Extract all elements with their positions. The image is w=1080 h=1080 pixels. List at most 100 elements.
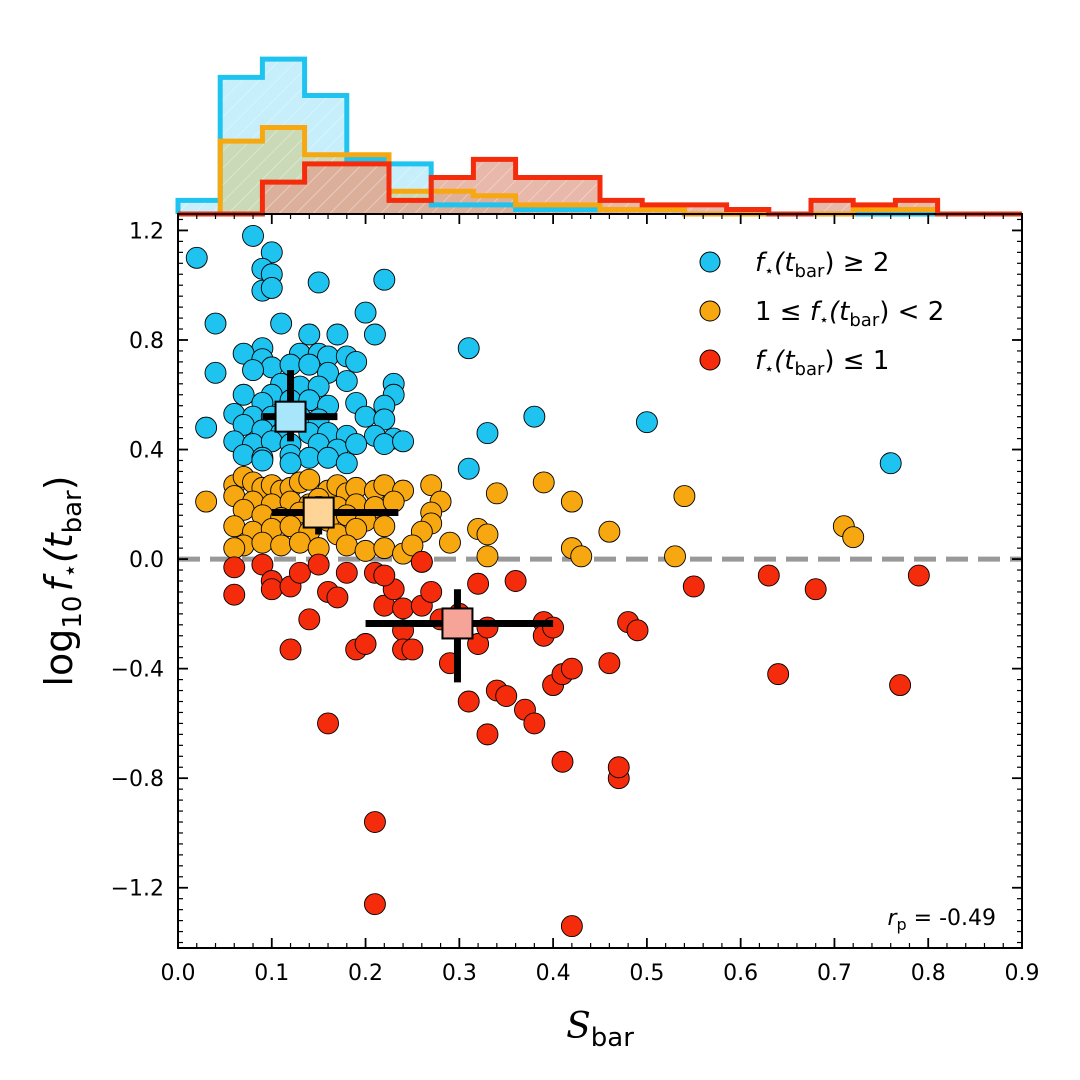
data-point-low — [279, 638, 302, 661]
histogram-outline-mid — [178, 124, 1022, 217]
data-point-low — [251, 553, 274, 576]
data-point-low — [401, 638, 424, 661]
histogram-panel — [175, 56, 1022, 217]
legend-marker-mid — [699, 300, 721, 322]
x-tick-label: 0.8 — [911, 961, 946, 986]
data-point-high — [879, 452, 902, 475]
data-point-high — [457, 337, 480, 360]
data-point-low — [560, 915, 583, 938]
data-point-low — [354, 633, 377, 655]
data-point-high — [317, 446, 339, 469]
y-tick-label: −1.2 — [111, 877, 164, 902]
data-point-mid — [373, 515, 396, 538]
data-point-high — [232, 444, 255, 466]
data-point-low — [495, 685, 518, 707]
data-point-low — [598, 652, 621, 675]
data-point-low — [626, 619, 649, 642]
data-point-mid — [335, 534, 358, 557]
y-tick-label: 1.2 — [129, 219, 164, 244]
data-point-low — [298, 608, 321, 631]
legend: f⋆(tbar) ≥ 2 1 ≤ f⋆(tbar) < 2 f⋆(tbar) ≤… — [699, 248, 944, 380]
data-point-low — [326, 586, 349, 609]
y-tick-label: −0.4 — [111, 658, 164, 683]
x-tick-label: 0.3 — [442, 961, 477, 986]
data-point-high — [635, 411, 658, 434]
y-axis-label-star: ⋆ — [56, 563, 84, 578]
legend-marker-high — [699, 251, 721, 273]
data-point-high — [185, 246, 208, 269]
data-point-low — [907, 564, 930, 587]
data-point-high — [307, 271, 330, 294]
data-point-low — [551, 750, 574, 773]
scatter-points — [185, 224, 930, 938]
data-point-low — [560, 657, 583, 680]
data-point-low — [288, 561, 311, 584]
y-axis-label: log10f⋆(tbar) — [37, 475, 88, 686]
x-axis-label: Sbar — [566, 1006, 634, 1053]
data-point-mid — [439, 531, 461, 554]
data-point-mid — [382, 490, 405, 513]
data-point-high — [270, 312, 293, 335]
data-point-mid — [485, 482, 508, 505]
y-axis-label-log: log — [37, 629, 81, 687]
data-point-mid — [570, 545, 593, 568]
data-point-mid — [476, 523, 499, 546]
data-point-low — [476, 723, 499, 746]
x-axis-label-main: S — [566, 1006, 591, 1047]
data-point-low — [682, 575, 705, 598]
x-tick-label: 0.0 — [161, 961, 196, 986]
data-point-mid — [345, 518, 368, 540]
data-point-low — [804, 578, 827, 601]
data-point-mid — [354, 539, 377, 562]
data-point-low — [420, 581, 443, 603]
data-point-low — [363, 811, 386, 833]
x-tick-label: 0.1 — [254, 961, 289, 986]
data-point-high — [298, 323, 321, 346]
data-point-high — [260, 276, 283, 299]
data-point-high — [204, 312, 227, 335]
data-point-low — [523, 712, 546, 735]
data-point-high — [298, 446, 321, 469]
data-point-high — [335, 452, 358, 475]
data-point-mid — [842, 526, 865, 549]
median-marker-mid — [302, 496, 335, 529]
x-tick-label: 0.5 — [629, 961, 664, 986]
x-tick-label: 0.6 — [723, 961, 758, 986]
histogram-outline-low — [178, 156, 1022, 217]
data-point-mid — [673, 485, 696, 508]
data-point-low — [307, 553, 330, 576]
data-point-high — [354, 301, 377, 324]
data-point-mid — [664, 545, 686, 568]
data-point-mid — [270, 534, 293, 557]
legend-label-mid: 1 ≤ f⋆(tbar) < 2 — [755, 297, 944, 331]
data-point-low — [757, 564, 780, 587]
legend-label-high: f⋆(tbar) ≥ 2 — [755, 248, 889, 282]
y-axis-label-open: (t — [37, 531, 81, 563]
data-point-high — [232, 383, 255, 406]
data-point-low — [467, 572, 490, 595]
data-point-mid — [298, 468, 321, 491]
data-point-mid — [223, 537, 246, 560]
data-point-low — [363, 893, 386, 916]
data-point-high — [476, 422, 499, 445]
data-point-high — [279, 452, 302, 475]
legend-marker-low — [699, 349, 721, 371]
data-point-mid — [251, 531, 274, 554]
y-tick-label: −0.8 — [111, 767, 164, 792]
data-point-high — [392, 430, 415, 453]
y-axis-label-base: 10 — [58, 596, 88, 629]
data-point-high — [373, 408, 396, 431]
data-point-high — [298, 353, 321, 376]
data-point-high — [204, 361, 227, 384]
median-markers — [262, 370, 554, 683]
data-point-mid — [223, 515, 246, 538]
data-point-mid — [476, 545, 499, 568]
data-point-low — [223, 583, 246, 606]
data-point-high — [354, 405, 377, 428]
data-point-high — [363, 323, 386, 346]
data-point-high — [373, 268, 396, 291]
data-point-low — [335, 561, 358, 584]
data-point-low — [410, 550, 433, 573]
x-tick-label: 0.2 — [348, 961, 383, 986]
